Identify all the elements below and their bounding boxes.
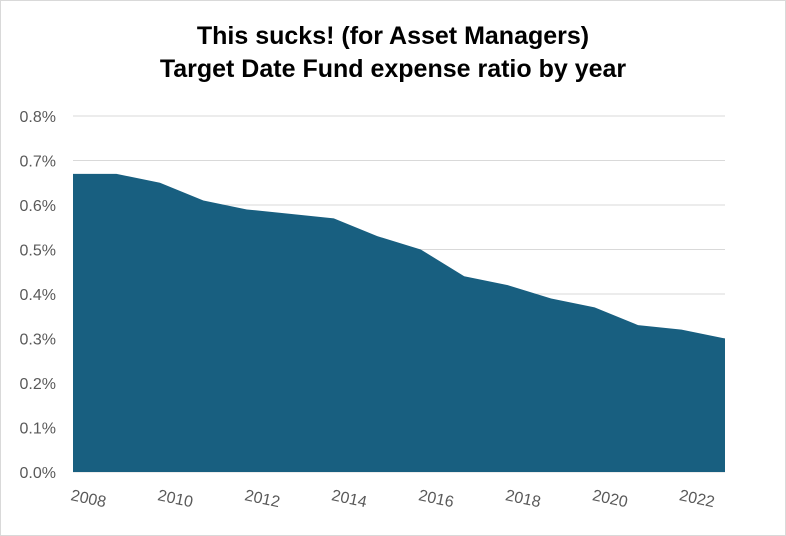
chart-title-line-1: This sucks! (for Asset Managers) <box>196 22 590 50</box>
x-tick-label: 2012 <box>243 487 281 511</box>
y-tick-label: 0.4% <box>20 287 56 304</box>
y-axis-ticks: 0.0% 0.1% 0.2% 0.3% 0.4% 0.5% 0.6% 0.7% 0.8% <box>20 109 56 482</box>
area-series-fill <box>73 173 725 472</box>
x-axis-ticks: 2008 2010 2012 2014 2016 2018 2020 2022 <box>69 487 716 511</box>
area-series <box>73 173 725 472</box>
chart-title-line-2: Target Date Fund expense ratio by year <box>159 55 627 83</box>
x-tick-label: 2018 <box>504 487 542 511</box>
y-tick-label: 0.0% <box>20 465 56 482</box>
y-tick-label: 0.6% <box>20 198 56 215</box>
y-tick-label: 0.8% <box>20 109 56 126</box>
x-tick-label: 2008 <box>69 487 107 511</box>
y-tick-label: 0.1% <box>20 421 56 438</box>
x-tick-label: 2016 <box>417 487 455 511</box>
y-tick-label: 0.2% <box>20 376 56 393</box>
x-tick-label: 2014 <box>330 487 368 511</box>
x-tick-label: 2010 <box>156 487 194 511</box>
y-tick-label: 0.5% <box>20 243 56 260</box>
x-tick-label: 2022 <box>678 487 716 511</box>
x-tick-label: 2020 <box>591 487 629 511</box>
y-tick-label: 0.3% <box>20 332 56 349</box>
y-tick-label: 0.7% <box>20 154 56 171</box>
chart-title: This sucks! (for Asset Managers) Target … <box>0 20 786 86</box>
